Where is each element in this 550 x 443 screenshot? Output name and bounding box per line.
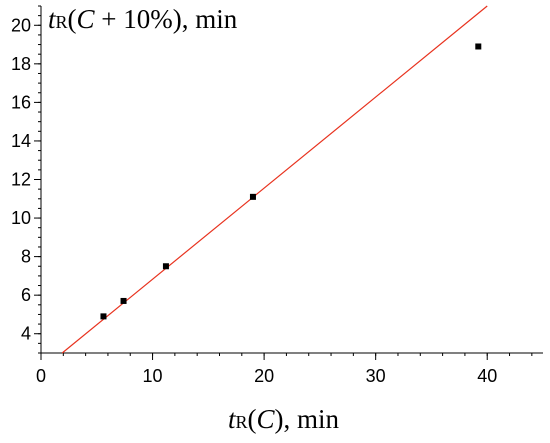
- y-tick-label: 16: [11, 92, 31, 112]
- axes: [34, 5, 543, 360]
- x-tick-label: 40: [477, 366, 497, 386]
- x-tick-label: 30: [366, 366, 386, 386]
- y-axis-title-var: C: [77, 4, 96, 34]
- x-tick-label: 10: [143, 366, 163, 386]
- y-tick-label: 4: [21, 324, 31, 344]
- y-axis-title: tR(C + 10%), min: [48, 4, 238, 34]
- data-point: [475, 43, 482, 50]
- y-tick-label: 18: [11, 54, 31, 74]
- x-axis-title-rest: ), min: [275, 404, 340, 434]
- x-axis-title-var: C: [257, 404, 276, 434]
- x-tick-label: 20: [254, 366, 274, 386]
- y-axis-title-open: (: [68, 4, 77, 34]
- points-group: [100, 43, 482, 320]
- y-tick-label: 8: [21, 247, 31, 267]
- fit-line-group: [61, 5, 488, 354]
- y-tick-label: 10: [11, 208, 31, 228]
- y-tick-label: 12: [11, 170, 31, 190]
- y-axis-title-rest: + 10%), min: [95, 4, 238, 34]
- data-point: [100, 313, 107, 320]
- x-axis-title: tR(C), min: [228, 404, 340, 434]
- y-axis-title-main: t: [48, 4, 57, 34]
- x-axis-title-open: (: [248, 404, 257, 434]
- fit-line: [61, 5, 488, 354]
- x-axis-title-main: t: [228, 404, 237, 434]
- data-point: [120, 297, 127, 304]
- x-axis-title-sub: R: [236, 412, 248, 432]
- y-tick-label: 6: [21, 285, 31, 305]
- y-axis-title-sub: R: [56, 12, 68, 32]
- y-tick-label: 14: [11, 131, 31, 151]
- data-point: [162, 263, 169, 270]
- x-tick-label: 0: [36, 366, 46, 386]
- data-point: [249, 193, 256, 200]
- y-tick-label: 20: [11, 15, 31, 35]
- tick-labels: 0 10 20 30 40 4 6 8 10 12 14 16 18 20: [11, 15, 497, 386]
